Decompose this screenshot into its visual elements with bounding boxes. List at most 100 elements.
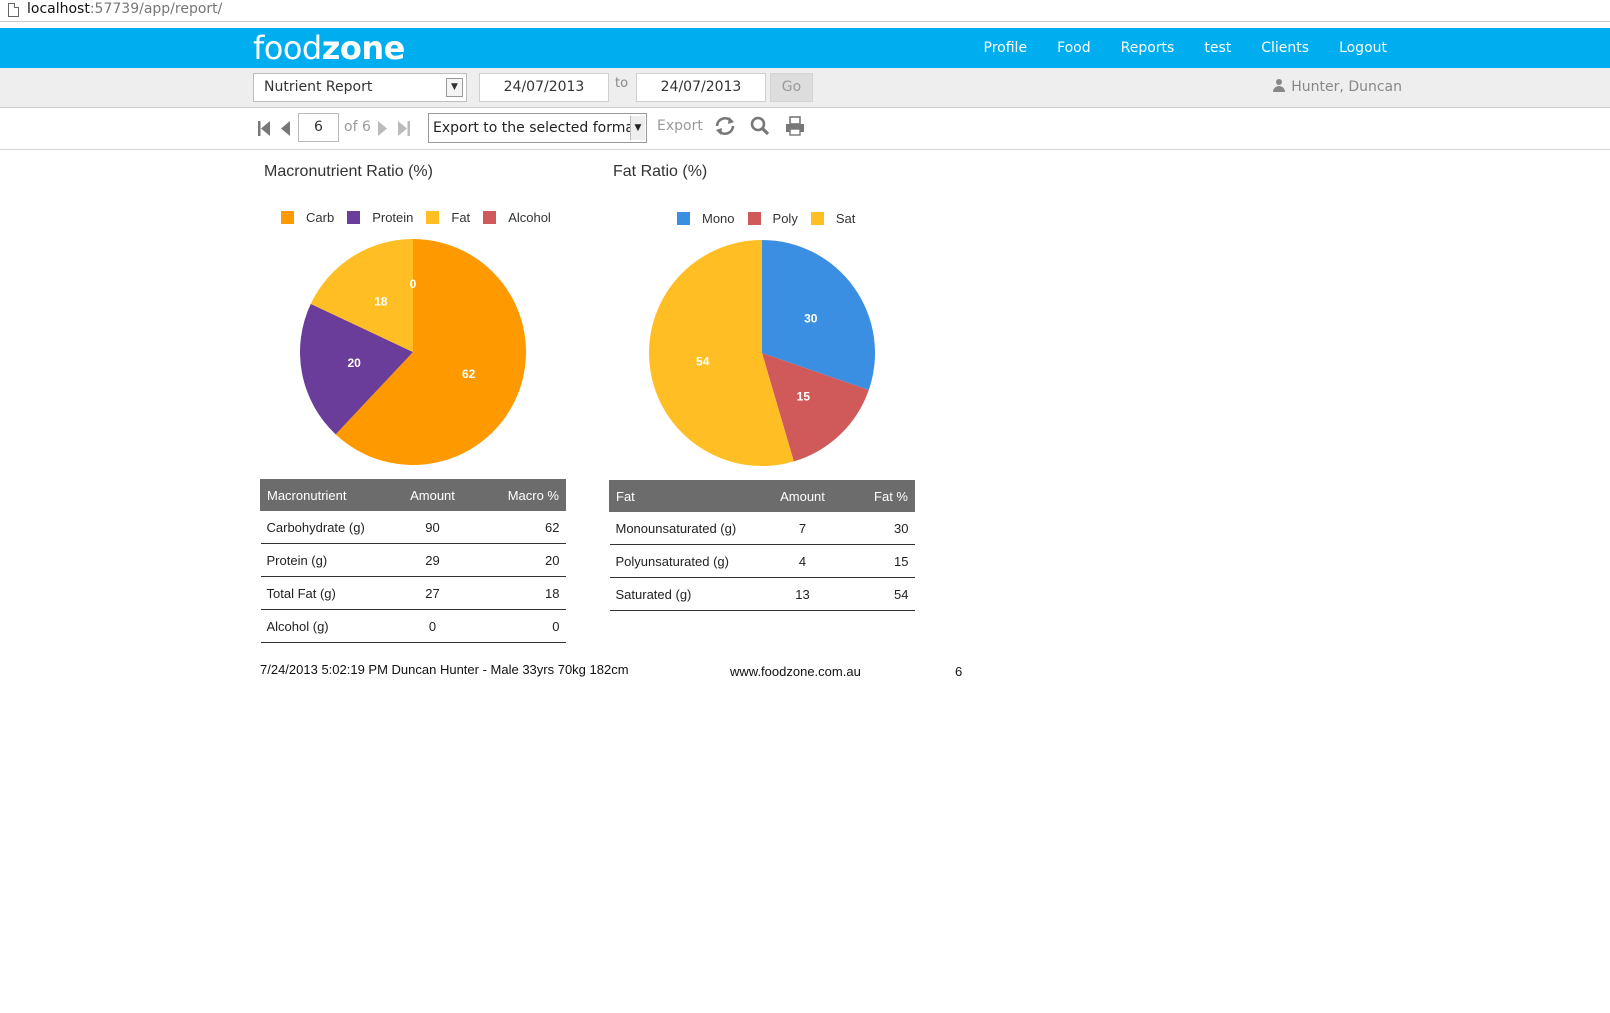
fat-pie-label-sat: 54 [696, 355, 710, 369]
macro-pie-slice-carb [335, 239, 526, 465]
table-row: Carbohydrate (g) 90 62 [260, 510, 566, 544]
page-icon [8, 3, 19, 17]
page-number-input[interactable]: 6 [298, 113, 339, 142]
nav-logout[interactable]: Logout [1339, 40, 1387, 56]
cell-percent: 54 [845, 577, 915, 611]
cell-percent: 18 [476, 576, 566, 610]
table-row: Saturated (g) 13 54 [609, 577, 915, 611]
nav-food[interactable]: Food [1057, 40, 1091, 56]
cell-amount: 27 [388, 576, 477, 610]
fat-pie-label-poly: 15 [797, 389, 811, 403]
fat-legend: Mono Poly Sat [677, 211, 868, 226]
legend-swatch [747, 212, 761, 225]
macro-pie-label-protein: 20 [347, 356, 361, 370]
legend-item-mono: Mono [677, 211, 735, 226]
export-format-select[interactable]: Export to the selected format ▼ [428, 113, 647, 143]
cell-amount: 0 [388, 609, 477, 643]
address-bar[interactable]: localhost:57739/app/report/ [0, 0, 1610, 22]
legend-item-protein: Protein [347, 210, 413, 225]
table-row: Total Fat (g) 27 18 [260, 576, 566, 610]
cell-amount: 7 [759, 511, 846, 545]
cell-fat-type: Polyunsaturated (g) [609, 544, 760, 578]
column-header: Fat % [845, 480, 915, 512]
fat-pie-label-mono: 30 [804, 311, 818, 325]
nav-links: Profile Food Reports test Clients Logout [969, 28, 1402, 68]
fat-pie-chart: 30 15 54 [649, 240, 875, 466]
macro-chart-title: Macronutrient Ratio (%) [264, 163, 433, 180]
column-header: Macro % [476, 479, 566, 511]
macro-pie-slice-fat [310, 239, 413, 352]
legend-swatch [677, 212, 690, 225]
legend-item-carb: Carb [281, 210, 334, 225]
legend-swatch [483, 211, 497, 224]
macro-legend: Carb Protein Fat Alcohol [281, 210, 564, 225]
url-text[interactable]: localhost:57739/app/report/ [27, 1, 223, 17]
cell-amount: 90 [388, 510, 477, 544]
report-website: www.foodzone.com.au [730, 664, 861, 679]
nav-clients[interactable]: Clients [1261, 40, 1310, 56]
column-header: Amount [388, 479, 477, 511]
cell-nutrient: Total Fat (g) [260, 576, 389, 610]
cell-percent: 0 [476, 609, 566, 643]
legend-swatch [810, 212, 824, 225]
table-row: Alcohol (g) 0 0 [260, 609, 566, 643]
report-toolbar: 6 of 6 Export to the selected format ▼ E… [0, 108, 1610, 150]
nav-profile[interactable]: Profile [983, 40, 1028, 56]
fat-pie-slice-poly [762, 353, 869, 462]
user-icon [1273, 79, 1286, 92]
column-header: Fat [609, 480, 760, 512]
legend-swatch [347, 211, 361, 224]
date-from-field[interactable]: 24/07/2013 [479, 73, 609, 102]
macro-table: Macronutrient Amount Macro % Carbohydrat… [260, 479, 566, 643]
chevron-down-icon[interactable]: ▼ [630, 116, 645, 140]
foodzone-logo[interactable]: foodzone [253, 29, 405, 67]
table-row: Polyunsaturated (g) 4 15 [609, 544, 915, 578]
cell-percent: 62 [476, 510, 566, 544]
table-header-row: Fat Amount Fat % [609, 480, 915, 512]
go-button[interactable]: Go [770, 73, 813, 102]
legend-swatch [426, 211, 440, 224]
macro-pie-chart: 62 20 18 0 [300, 239, 526, 465]
export-button[interactable]: Export [657, 118, 703, 134]
column-header: Macronutrient [260, 479, 389, 511]
page-count-label: of 6 [344, 119, 371, 135]
legend-item-fat: Fat [426, 210, 470, 225]
user-info[interactable]: Hunter, Duncan [1273, 68, 1402, 108]
table-row: Protein (g) 29 20 [260, 543, 566, 577]
print-icon[interactable] [785, 116, 805, 136]
next-page-icon[interactable] [378, 121, 387, 136]
report-page-number: 6 [955, 664, 963, 679]
column-header: Amount [759, 480, 846, 512]
date-to-field[interactable]: 24/07/2013 [636, 73, 766, 102]
legend-swatch [281, 211, 294, 224]
table-header-row: Macronutrient Amount Macro % [260, 479, 566, 511]
refresh-icon[interactable] [714, 116, 736, 136]
cell-nutrient: Protein (g) [260, 543, 389, 577]
cell-percent: 30 [845, 511, 915, 545]
cell-amount: 13 [759, 577, 846, 611]
filter-bar: Nutrient Report ▼ 24/07/2013 to 24/07/20… [0, 68, 1610, 108]
previous-page-icon[interactable] [281, 121, 290, 136]
fat-table: Fat Amount Fat % Monounsaturated (g) 7 3… [609, 480, 915, 611]
macro-pie-label-carb: 62 [462, 367, 476, 381]
cell-percent: 15 [845, 544, 915, 578]
macro-pie-label-fat: 18 [374, 294, 388, 308]
cell-amount: 29 [388, 543, 477, 577]
report-generated-info: 7/24/2013 5:02:19 PM Duncan Hunter - Mal… [260, 662, 629, 677]
fat-pie-slice-mono [762, 240, 875, 390]
chevron-down-icon[interactable]: ▼ [446, 78, 463, 97]
nav-test[interactable]: test [1204, 40, 1232, 56]
cell-nutrient: Alcohol (g) [260, 609, 389, 643]
first-page-icon[interactable] [258, 121, 270, 136]
legend-item-alcohol: Alcohol [483, 210, 551, 225]
cell-nutrient: Carbohydrate (g) [260, 510, 389, 544]
legend-item-sat: Sat [810, 211, 855, 226]
macro-pie-label-alcohol: 0 [410, 277, 417, 291]
search-icon[interactable] [750, 116, 770, 136]
nav-reports[interactable]: Reports [1120, 40, 1175, 56]
report-select[interactable]: Nutrient Report ▼ [253, 73, 467, 102]
legend-item-poly: Poly [747, 211, 798, 226]
cell-fat-type: Monounsaturated (g) [609, 511, 760, 545]
last-page-icon[interactable] [398, 121, 410, 136]
report-select-value: Nutrient Report [264, 79, 373, 95]
